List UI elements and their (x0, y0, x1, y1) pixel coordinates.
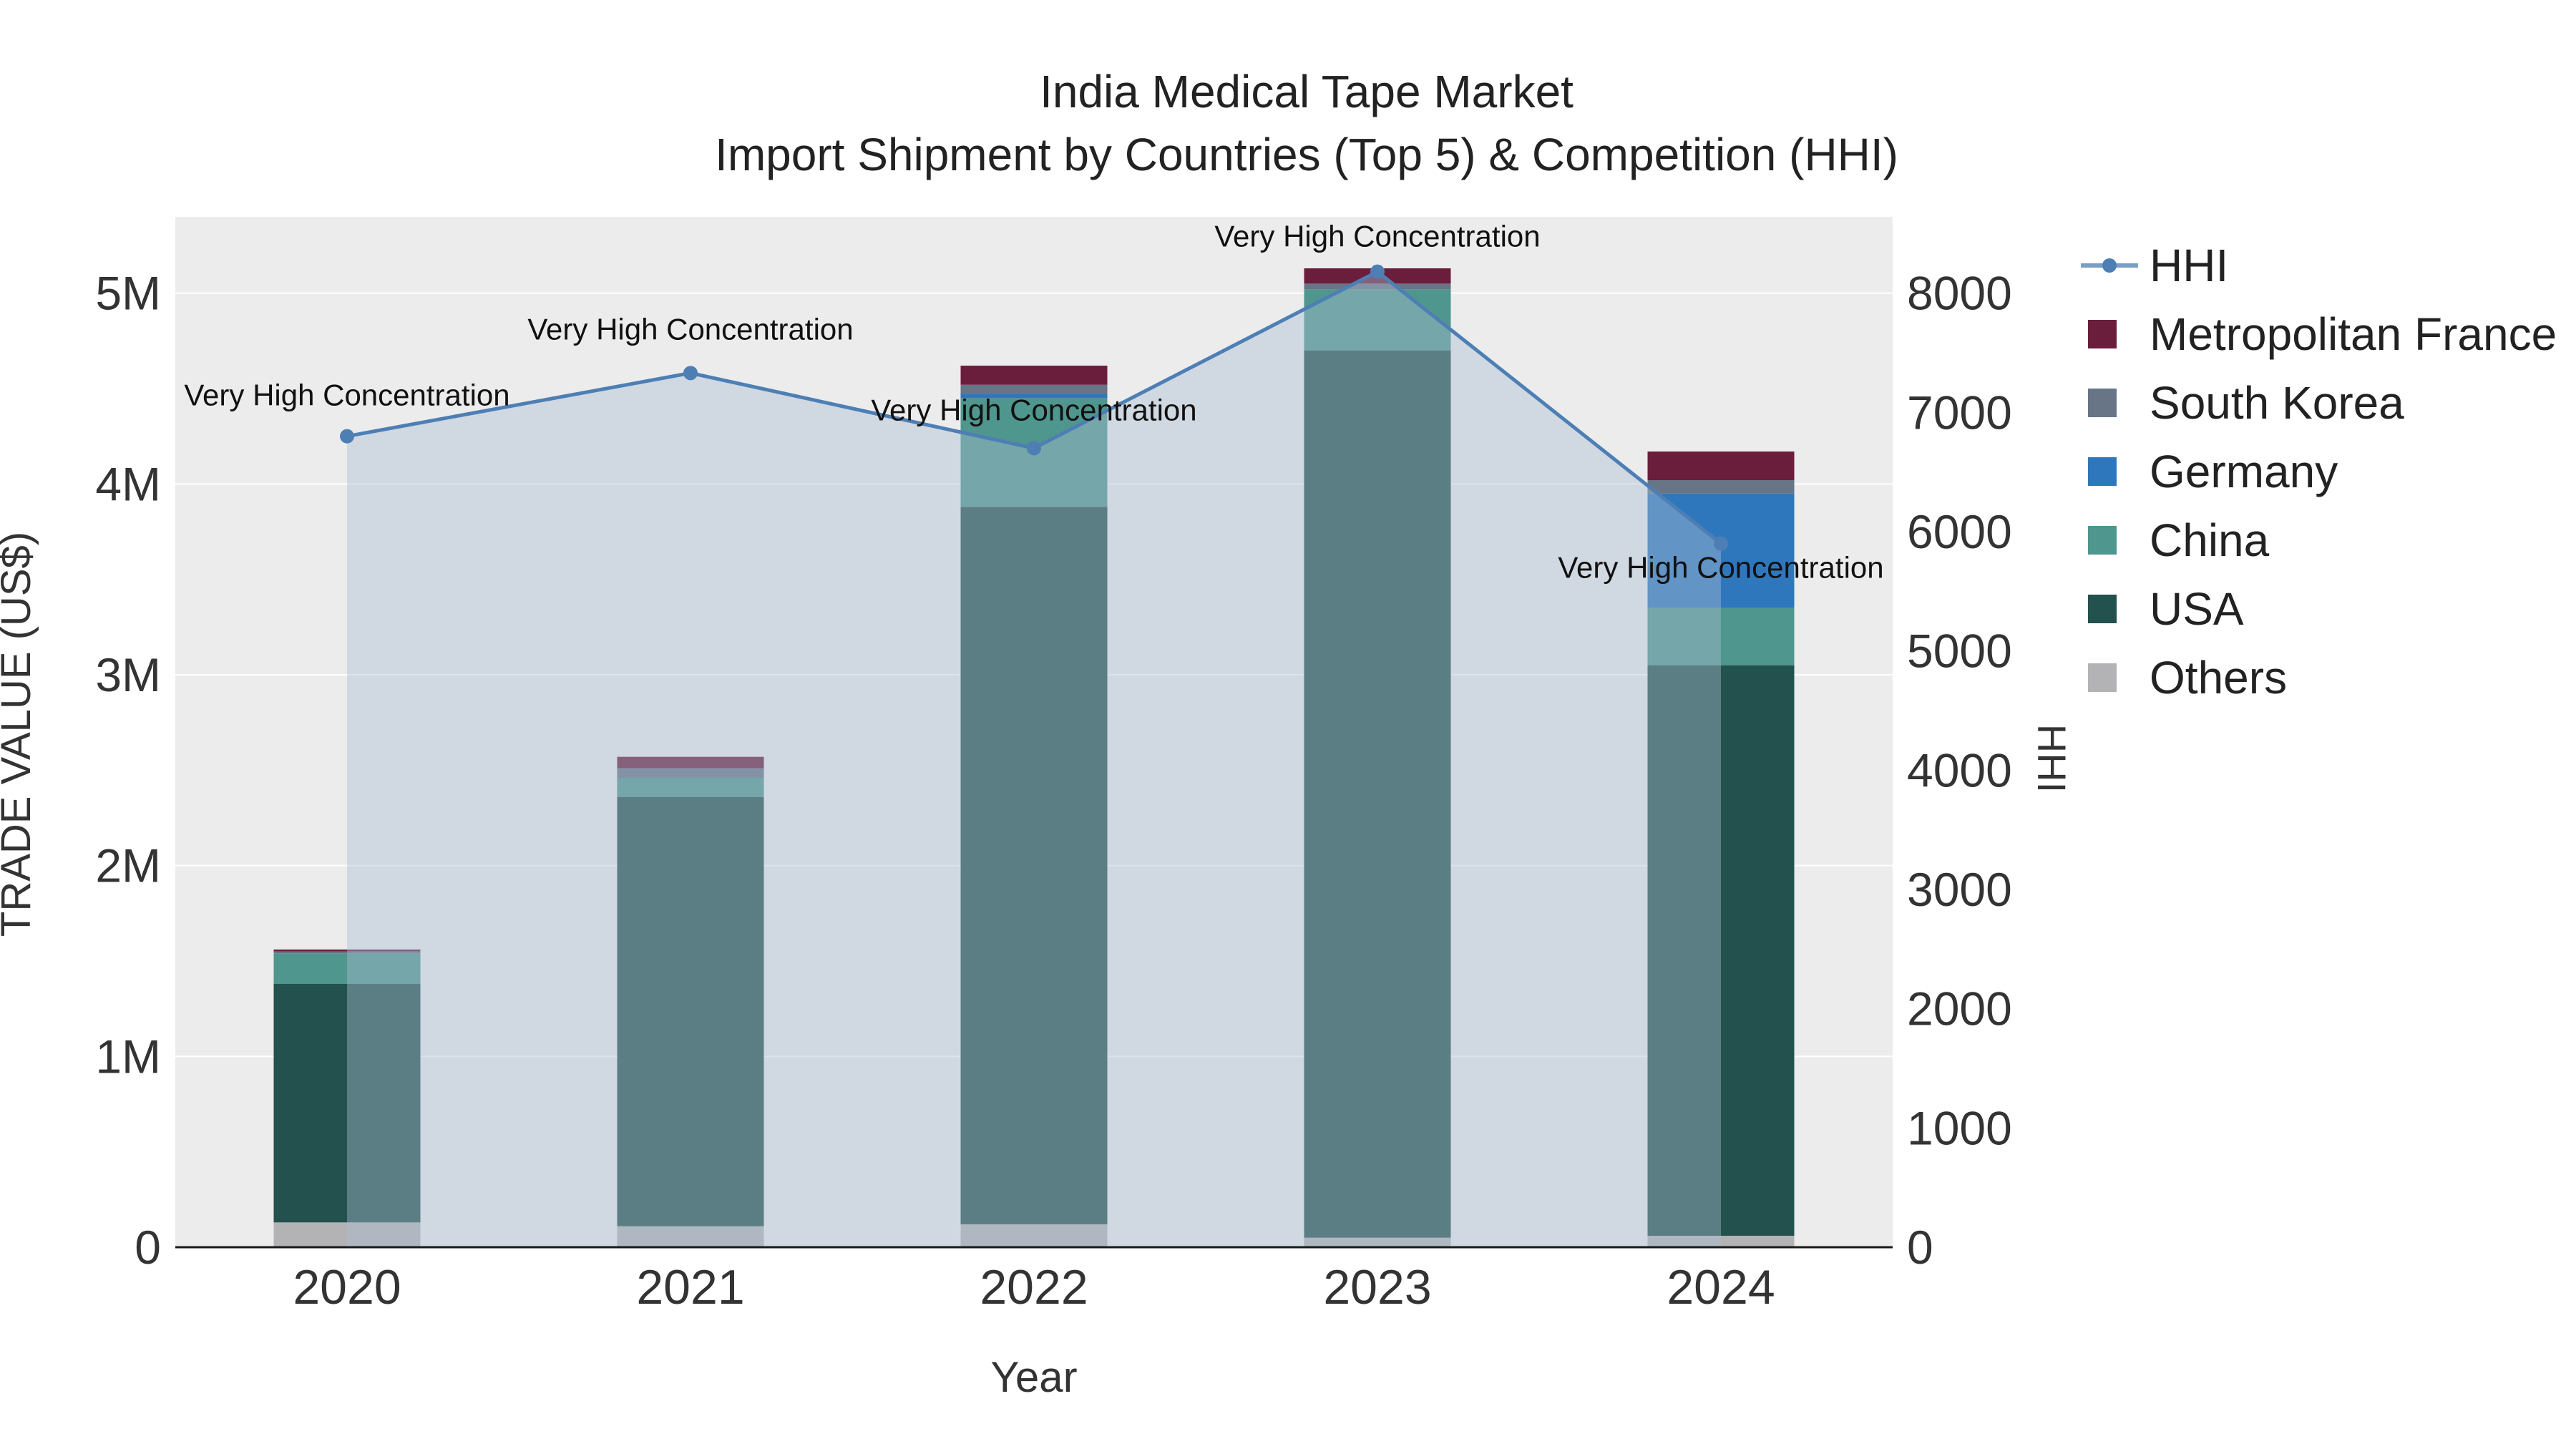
x-axis-tick-label: 2023 (1323, 1260, 1431, 1314)
bar-segment-south-korea[interactable] (1647, 480, 1795, 494)
right-axis-tick-label: 6000 (1907, 505, 2012, 558)
legend-label: HHI (2150, 240, 2228, 291)
hhi-area-layer (347, 271, 1721, 1248)
legend-item-south-korea[interactable]: South Korea (2088, 377, 2404, 429)
bar-segment-others[interactable] (960, 1224, 1108, 1247)
bar-segment-china[interactable] (617, 778, 764, 797)
legend-label: China (2150, 514, 2270, 566)
legend-swatch (2088, 457, 2117, 486)
right-axis-tick-label: 1000 (1907, 1101, 2012, 1154)
hhi-line-layer (340, 264, 1728, 551)
legend-swatch (2088, 389, 2117, 417)
chart-title-line2: Import Shipment by Countries (Top 5) & C… (715, 129, 1898, 180)
left-axis-tick-label: 2M (95, 839, 161, 892)
legend-marker-glyph (2102, 258, 2117, 273)
annotation-very-high-concentration: Very High Concentration (184, 379, 509, 412)
bar-segment-usa[interactable] (1647, 665, 1795, 1236)
bar-segment-others[interactable] (1304, 1237, 1451, 1247)
hhi-marker[interactable] (1714, 536, 1728, 551)
x-axis-tick-label: 2021 (636, 1260, 744, 1314)
left-axis-tick-label: 4M (95, 457, 161, 510)
left-axis-tick-label: 3M (95, 648, 161, 701)
annotation-layer: Very High Concentration Very High Concent… (184, 220, 1883, 585)
annotation-very-high-concentration: Very High Concentration (1558, 551, 1883, 585)
annotation-very-high-concentration: Very High Concentration (871, 393, 1196, 426)
bar-segment-usa[interactable] (960, 507, 1108, 1224)
x-axis-tick-label: 2020 (293, 1260, 401, 1314)
chart-title-line1: India Medical Tape Market (1040, 66, 1574, 117)
legend-swatch (2088, 320, 2117, 348)
left-axis-tick-label: 0 (135, 1221, 161, 1274)
bar-segment-others[interactable] (1647, 1236, 1795, 1247)
legend-item-others[interactable]: Others (2088, 652, 2287, 703)
hhi-marker[interactable] (1370, 264, 1385, 279)
legend-item-metropolitan-france[interactable]: Metropolitan France (2088, 308, 2557, 360)
hhi-marker[interactable] (340, 429, 354, 444)
annotation-very-high-concentration: Very High Concentration (1214, 220, 1540, 253)
legend-item-germany[interactable]: Germany (2088, 446, 2338, 497)
bar-segment-germany[interactable] (960, 394, 1108, 399)
left-axis-tick-label: 1M (95, 1030, 161, 1083)
hhi-marker[interactable] (1027, 441, 1041, 456)
right-axis-tick-label: 5000 (1907, 625, 2012, 678)
legend-label: South Korea (2150, 377, 2404, 429)
legend-label: USA (2150, 583, 2244, 635)
bar-segment-metropolitan-france[interactable] (960, 366, 1108, 385)
legend: HHI Metropolitan France South Korea Germany… (2081, 240, 2557, 703)
bar-segment-china[interactable] (1647, 608, 1795, 665)
bar-segment-metropolitan-france[interactable] (1647, 452, 1795, 480)
tick-label-layer: 0 1M 2M 3M 4M 5M 0 1000 2000 3000 4000 5000 6000 7000… (95, 267, 2012, 1314)
legend-item-china[interactable]: China (2088, 514, 2270, 566)
right-axis-tick-label: 8000 (1907, 267, 2012, 320)
right-axis-title: HHI (2029, 724, 2074, 793)
bar-segment-south-korea[interactable] (273, 951, 421, 954)
bar-segment-metropolitan-france[interactable] (273, 950, 421, 952)
bar-segment-others[interactable] (617, 1226, 764, 1247)
bars-layer (273, 268, 1795, 1247)
legend-swatch (2088, 526, 2117, 555)
bar-segment-metropolitan-france[interactable] (617, 756, 764, 769)
hhi-marker[interactable] (683, 366, 698, 381)
right-axis-tick-label: 7000 (1907, 386, 2012, 439)
bar-segment-usa[interactable] (1304, 350, 1451, 1238)
x-axis-tick-label: 2022 (980, 1260, 1088, 1314)
legend-label: Germany (2150, 446, 2338, 497)
bar-segment-usa[interactable] (273, 984, 421, 1223)
left-axis-title: TRADE VALUE (US$) (0, 532, 39, 937)
legend-label: Metropolitan France (2150, 308, 2557, 360)
right-axis-tick-label: 2000 (1907, 982, 2012, 1035)
bar-segment-others[interactable] (273, 1222, 421, 1247)
annotation-very-high-concentration: Very High Concentration (527, 312, 853, 346)
legend-item-usa[interactable]: USA (2088, 583, 2244, 635)
legend-item-hhi[interactable]: HHI (2081, 240, 2228, 291)
bar-segment-south-korea[interactable] (1304, 283, 1451, 290)
bar-segment-usa[interactable] (617, 796, 764, 1226)
x-axis-tick-label: 2024 (1667, 1260, 1775, 1314)
bar-segment-china[interactable] (273, 953, 421, 984)
right-axis-tick-label: 4000 (1907, 743, 2012, 796)
right-axis-tick-label: 0 (1907, 1221, 1933, 1274)
legend-label: Others (2150, 652, 2287, 703)
hhi-area-fill (347, 271, 1721, 1248)
bar-segment-south-korea[interactable] (617, 768, 764, 778)
legend-swatch (2088, 663, 2117, 692)
x-axis-title: Year (990, 1353, 1077, 1401)
left-axis-tick-label: 5M (95, 267, 161, 320)
right-axis-tick-label: 3000 (1907, 863, 2012, 916)
legend-swatch (2088, 595, 2117, 623)
bar-segment-china[interactable] (1304, 289, 1451, 351)
bar-segment-south-korea[interactable] (960, 384, 1108, 394)
